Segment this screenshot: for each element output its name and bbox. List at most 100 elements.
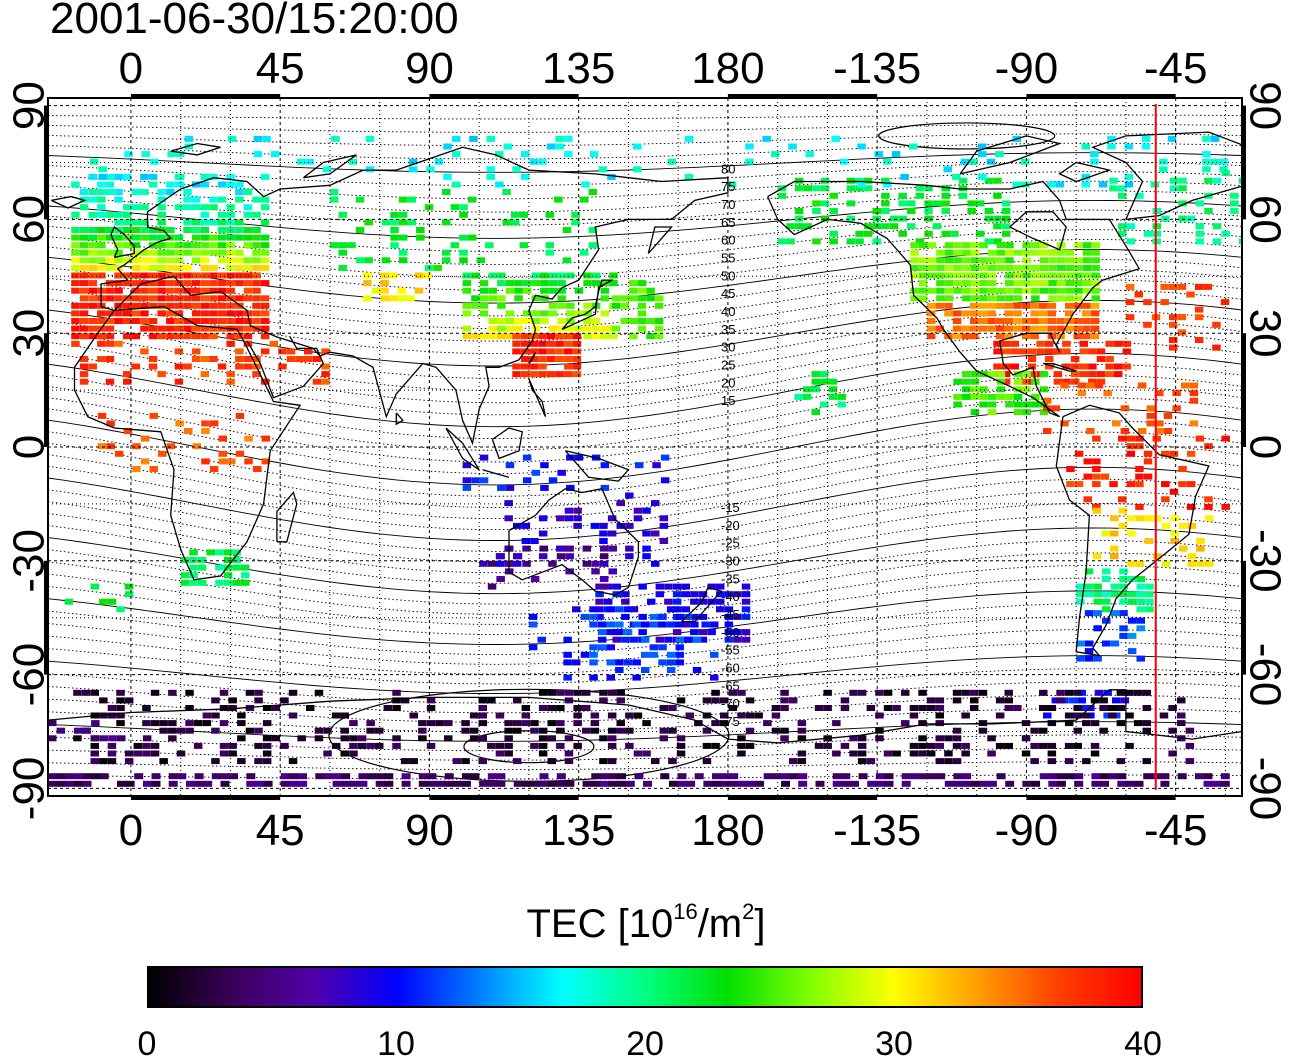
tec-cell — [166, 280, 175, 287]
tec-cell — [547, 720, 556, 727]
tec-cell — [716, 591, 725, 598]
tec-cell — [531, 469, 541, 476]
tec-cell — [71, 340, 80, 347]
tec-cell — [1051, 405, 1061, 412]
tec-cell — [978, 689, 988, 696]
tec-cell — [629, 280, 638, 287]
bottom-longitude-label: 45 — [256, 806, 305, 855]
tec-cell — [555, 135, 564, 142]
tec-cell — [99, 735, 109, 742]
tec-cell — [140, 435, 150, 442]
tec-cell — [1167, 135, 1177, 142]
tec-cell — [812, 238, 821, 245]
tec-cell — [898, 200, 907, 207]
tec-cell — [117, 780, 126, 787]
tec-cell — [572, 333, 582, 340]
tec-cell — [444, 735, 453, 742]
tec-cell — [832, 750, 841, 757]
tec-cell — [89, 158, 99, 165]
tec-cell — [1110, 515, 1119, 522]
tec-cell — [1108, 705, 1117, 711]
tec-cell — [1169, 283, 1178, 290]
tec-cell — [340, 727, 349, 734]
tec-cell — [936, 295, 945, 302]
tec-cell — [79, 272, 89, 279]
tec-cell — [1030, 333, 1039, 340]
tec-cell — [891, 151, 901, 158]
tec-cell — [737, 712, 746, 719]
tec-cell — [487, 697, 496, 704]
tec-cell — [545, 249, 554, 256]
tec-cell — [505, 325, 515, 332]
tec-cell — [600, 484, 610, 491]
tec-cell — [637, 280, 647, 287]
tec-cell — [855, 230, 864, 237]
tec-cell — [763, 720, 772, 727]
magnetic-latitude-line — [48, 603, 1242, 655]
tec-cell — [97, 333, 106, 340]
tec-cell — [1109, 185, 1118, 192]
tec-cell — [380, 272, 389, 279]
tec-cell — [935, 302, 944, 309]
tec-cell — [191, 295, 201, 302]
tec-cell — [1074, 773, 1084, 780]
tec-cell — [953, 249, 962, 256]
tec-cell — [71, 249, 80, 256]
tec-cell — [252, 310, 261, 317]
tec-cell — [1074, 242, 1083, 249]
tec-cell — [189, 572, 198, 579]
tec-cell — [1031, 272, 1040, 279]
tec-cell — [698, 613, 708, 620]
tec-cell — [591, 773, 601, 780]
tec-cell — [1082, 242, 1092, 249]
tec-cell — [884, 773, 894, 780]
tec-cell — [1084, 568, 1094, 575]
tec-cell — [513, 780, 523, 787]
magnetic-latitude-line — [48, 747, 1242, 761]
tec-cell — [97, 264, 106, 271]
tec-cell — [1172, 405, 1181, 412]
tec-cell — [600, 310, 610, 317]
tec-cell — [616, 689, 625, 696]
tec-cell — [150, 742, 160, 749]
tec-cell — [1039, 287, 1049, 294]
tec-cell — [65, 780, 75, 787]
tec-cell — [260, 318, 270, 324]
tec-cell — [418, 727, 427, 734]
tec-cell — [1119, 598, 1128, 605]
tec-cell — [566, 318, 575, 324]
tec-cell — [157, 189, 166, 195]
tec-cell — [597, 629, 607, 636]
tec-cell — [512, 371, 521, 378]
tec-cell — [114, 211, 123, 218]
tec-cell — [1143, 458, 1153, 465]
tec-cell — [1045, 348, 1054, 355]
tec-cell — [365, 135, 375, 142]
tec-cell — [260, 257, 270, 264]
tec-cell — [1163, 428, 1173, 434]
tec-cell — [1194, 773, 1204, 780]
tec-cell — [1073, 712, 1082, 719]
tec-cell — [857, 735, 867, 742]
tec-cell — [987, 409, 997, 416]
tec-cell — [390, 219, 399, 226]
tec-cell — [837, 401, 846, 408]
tec-cell — [637, 287, 647, 294]
tec-cell — [209, 356, 218, 362]
tec-cell — [1004, 310, 1013, 317]
tec-cell — [252, 264, 261, 271]
tec-cell — [521, 333, 530, 340]
tec-cell — [617, 773, 627, 780]
tec-cell — [944, 242, 954, 249]
tec-cell — [623, 606, 633, 613]
tec-cell — [71, 257, 80, 264]
tec-cell — [513, 758, 522, 765]
tec-cell — [260, 378, 270, 385]
tec-cell — [485, 242, 494, 249]
tec-cell — [984, 215, 994, 222]
tec-cell — [681, 606, 690, 613]
tec-cell — [157, 211, 166, 218]
tec-cell — [1126, 443, 1136, 450]
tec-cell — [168, 773, 178, 780]
tec-cell — [530, 780, 540, 787]
